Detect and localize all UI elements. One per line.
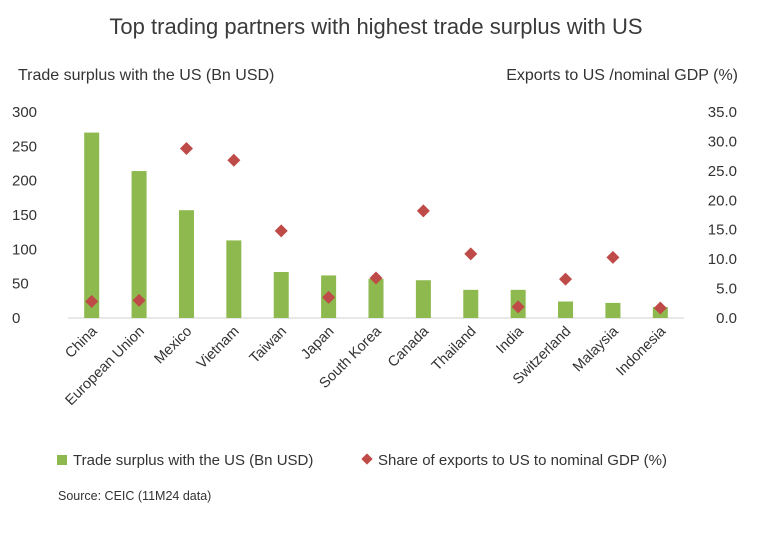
source-note: Source: CEIC (11M24 data) <box>58 489 211 503</box>
bar <box>463 289 479 318</box>
left-axis-ticks: 0 50 100 150 200 250 300 <box>12 104 37 327</box>
right-tick-label: 5.0 <box>716 281 737 298</box>
right-tick-label: 20.0 <box>708 192 737 209</box>
left-tick-label: 150 <box>12 207 37 224</box>
diamond-series <box>85 141 667 315</box>
bar <box>273 271 289 318</box>
bar <box>131 171 147 318</box>
category-label: China <box>62 323 101 362</box>
left-tick-label: 250 <box>12 138 37 155</box>
diamond-marker <box>322 290 336 304</box>
legend-diamond-label: Share of exports to US to nominal GDP (%… <box>378 452 667 469</box>
legend-bar-label: Trade surplus with the US (Bn USD) <box>73 452 313 469</box>
right-tick-label: 15.0 <box>708 222 737 239</box>
left-tick-label: 200 <box>12 173 37 190</box>
bar <box>415 280 431 318</box>
right-tick-label: 25.0 <box>708 163 737 180</box>
bar <box>605 302 621 318</box>
right-axis-ticks: 0.0 5.0 10.0 15.0 20.0 25.0 30.0 35.0 <box>708 104 737 327</box>
category-label: India <box>493 323 527 357</box>
legend-bar-swatch <box>57 455 67 465</box>
bar <box>84 132 100 318</box>
category-label: Thailand <box>429 324 480 375</box>
left-tick-label: 0 <box>12 310 20 327</box>
legend: Trade surplus with the US (Bn USD) Share… <box>57 452 667 469</box>
bar <box>226 240 242 318</box>
left-tick-label: 100 <box>12 241 37 258</box>
diamond-marker <box>464 247 478 261</box>
right-axis-title: Exports to US /nominal GDP (%) <box>506 67 738 84</box>
left-axis-title: Trade surplus with the US (Bn USD) <box>18 67 274 84</box>
bar <box>558 301 574 318</box>
diamond-marker <box>606 250 620 264</box>
right-tick-label: 30.0 <box>708 133 737 150</box>
diamond-marker <box>369 271 383 285</box>
diamond-marker <box>416 204 430 218</box>
legend-diamond-swatch <box>361 453 373 465</box>
category-label: Vietnam <box>194 324 243 373</box>
category-label: Taiwan <box>247 324 290 367</box>
right-tick-label: 10.0 <box>708 251 737 268</box>
diamond-marker <box>85 295 99 309</box>
bar <box>178 210 194 318</box>
right-tick-label: 0.0 <box>716 310 737 327</box>
diamond-marker <box>132 293 146 307</box>
bar <box>368 278 384 318</box>
bar-series <box>84 132 668 318</box>
left-tick-label: 300 <box>12 104 37 121</box>
category-label: Indonesia <box>613 323 669 379</box>
category-label: Japan <box>298 324 337 363</box>
diamond-marker <box>274 224 288 238</box>
category-label: Mexico <box>151 324 195 368</box>
diamond-marker <box>653 301 667 315</box>
diamond-marker <box>559 272 573 286</box>
diamond-marker <box>227 153 241 167</box>
chart-title: Top trading partners with highest trade … <box>109 14 642 39</box>
left-tick-label: 50 <box>12 276 29 293</box>
category-label: Canada <box>385 323 433 371</box>
diamond-marker <box>179 141 193 155</box>
diamond-marker <box>511 300 525 314</box>
right-tick-label: 35.0 <box>708 104 737 121</box>
